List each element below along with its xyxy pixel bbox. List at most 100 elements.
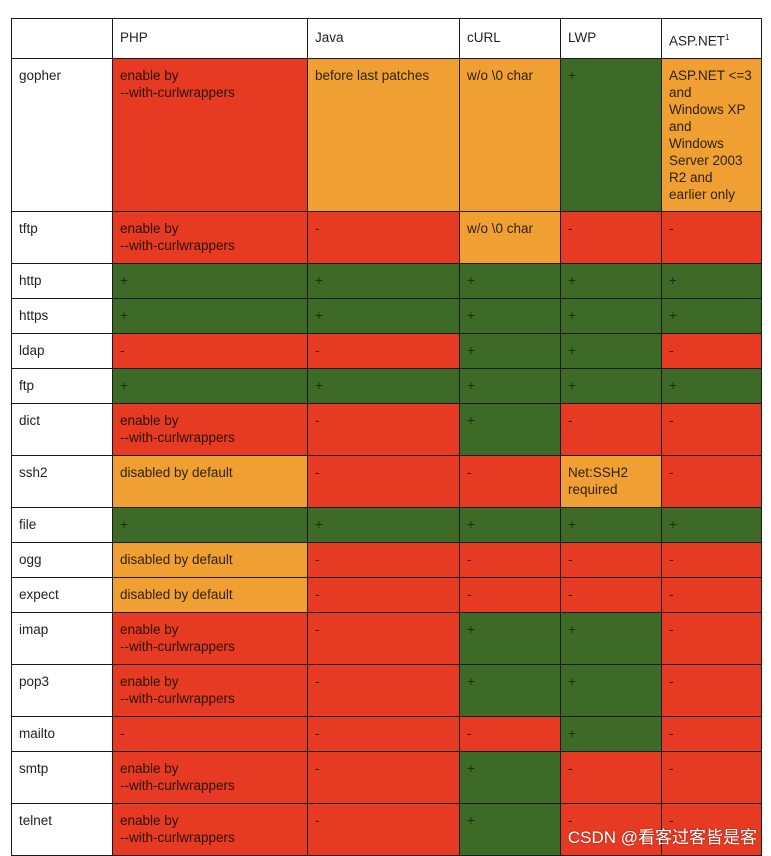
- cell-ftp-java: +: [307, 367, 460, 404]
- cell-pop3-curl: +: [459, 663, 561, 717]
- cell-ssh2-curl: -: [459, 454, 561, 508]
- cell-ogg-lwp: -: [560, 541, 662, 578]
- cell-gopher-php: enable by --with-curlwrappers: [112, 57, 308, 212]
- cell-file-aspnet: +: [661, 506, 762, 543]
- cell-http-aspnet: +: [661, 262, 762, 299]
- cell-file-lwp: +: [560, 506, 662, 543]
- cell-gopher-aspnet: ASP.NET <=3 and Windows XP and Windows S…: [661, 57, 762, 212]
- row-label-smtp: smtp: [11, 750, 113, 804]
- cell-http-curl: +: [459, 262, 561, 299]
- table-row-ftp: ftp + + + + +: [11, 367, 762, 404]
- table-row-gopher: gopher enable by --with-curlwrappers befor…: [11, 57, 762, 212]
- corner-cell: [11, 18, 113, 59]
- cell-tftp-java: -: [307, 210, 460, 264]
- cell-ssh2-java: -: [307, 454, 460, 508]
- cell-https-aspnet: +: [661, 297, 762, 334]
- cell-mailto-php: -: [112, 715, 308, 752]
- row-label-http: http: [11, 262, 113, 299]
- table-row-imap: imap enable by --with-curlwrappers - + + -: [11, 611, 762, 665]
- table-row-file: file + + + + +: [11, 506, 762, 543]
- cell-tftp-curl: w/o \0 char: [459, 210, 561, 264]
- table-row-mailto: mailto - - - + -: [11, 715, 762, 752]
- table-row-telnet: telnet enable by --with-curlwrappers - + - -: [11, 802, 762, 856]
- cell-dict-aspnet: -: [661, 402, 762, 456]
- header-row: PHP Java cURL LWP ASP.NET1: [11, 18, 762, 59]
- table-row-https: https + + + + +: [11, 297, 762, 334]
- cell-smtp-lwp: -: [560, 750, 662, 804]
- row-label-pop3: pop3: [11, 663, 113, 717]
- cell-smtp-php: enable by --with-curlwrappers: [112, 750, 308, 804]
- table-row-dict: dict enable by --with-curlwrappers - + - -: [11, 402, 762, 456]
- cell-http-php: +: [112, 262, 308, 299]
- cell-file-java: +: [307, 506, 460, 543]
- cell-mailto-aspnet: -: [661, 715, 762, 752]
- cell-gopher-curl: w/o \0 char: [459, 57, 561, 212]
- row-label-file: file: [11, 506, 113, 543]
- cell-imap-java: -: [307, 611, 460, 665]
- row-label-imap: imap: [11, 611, 113, 665]
- cell-dict-curl: +: [459, 402, 561, 456]
- cell-telnet-curl: +: [459, 802, 561, 856]
- footnote-mark: 1: [725, 33, 730, 42]
- cell-smtp-curl: +: [459, 750, 561, 804]
- cell-pop3-lwp: +: [560, 663, 662, 717]
- cell-ogg-java: -: [307, 541, 460, 578]
- cell-ftp-curl: +: [459, 367, 561, 404]
- row-label-ogg: ogg: [11, 541, 113, 578]
- cell-ogg-aspnet: -: [661, 541, 762, 578]
- cell-ldap-curl: +: [459, 332, 561, 369]
- table-row-ldap: ldap - - + + -: [11, 332, 762, 369]
- table-row-smtp: smtp enable by --with-curlwrappers - + - -: [11, 750, 762, 804]
- row-label-expect: expect: [11, 576, 113, 613]
- cell-https-curl: +: [459, 297, 561, 334]
- row-label-ssh2: ssh2: [11, 454, 113, 508]
- cell-tftp-aspnet: -: [661, 210, 762, 264]
- cell-ldap-aspnet: -: [661, 332, 762, 369]
- table-row-expect: expect disabled by default - - - -: [11, 576, 762, 613]
- cell-tftp-php: enable by --with-curlwrappers: [112, 210, 308, 264]
- cell-mailto-java: -: [307, 715, 460, 752]
- cell-imap-curl: +: [459, 611, 561, 665]
- cell-dict-lwp: -: [560, 402, 662, 456]
- cell-smtp-aspnet: -: [661, 750, 762, 804]
- cell-ssh2-aspnet: -: [661, 454, 762, 508]
- row-label-ldap: ldap: [11, 332, 113, 369]
- cell-imap-aspnet: -: [661, 611, 762, 665]
- cell-ftp-aspnet: +: [661, 367, 762, 404]
- cell-file-php: +: [112, 506, 308, 543]
- cell-dict-php: enable by --with-curlwrappers: [112, 402, 308, 456]
- cell-ssh2-lwp: Net:SSH2 required: [560, 454, 662, 508]
- column-header-aspnet-label: ASP.NET: [669, 33, 726, 49]
- cell-https-php: +: [112, 297, 308, 334]
- cell-pop3-java: -: [307, 663, 460, 717]
- cell-telnet-aspnet: -: [661, 802, 762, 856]
- cell-ftp-lwp: +: [560, 367, 662, 404]
- cell-http-lwp: +: [560, 262, 662, 299]
- cell-http-java: +: [307, 262, 460, 299]
- cell-ldap-lwp: +: [560, 332, 662, 369]
- row-label-tftp: tftp: [11, 210, 113, 264]
- cell-imap-php: enable by --with-curlwrappers: [112, 611, 308, 665]
- cell-gopher-java: before last patches: [307, 57, 460, 212]
- cell-telnet-php: enable by --with-curlwrappers: [112, 802, 308, 856]
- cell-pop3-aspnet: -: [661, 663, 762, 717]
- cell-mailto-lwp: +: [560, 715, 662, 752]
- cell-telnet-java: -: [307, 802, 460, 856]
- protocol-support-table: PHP Java cURL LWP ASP.NET1 gopher enable …: [11, 18, 762, 856]
- cell-mailto-curl: -: [459, 715, 561, 752]
- cell-ldap-java: -: [307, 332, 460, 369]
- cell-https-java: +: [307, 297, 460, 334]
- cell-expect-php: disabled by default: [112, 576, 308, 613]
- table-row-tftp: tftp enable by --with-curlwrappers - w/o \0…: [11, 210, 762, 264]
- cell-expect-aspnet: -: [661, 576, 762, 613]
- cell-dict-java: -: [307, 402, 460, 456]
- cell-expect-curl: -: [459, 576, 561, 613]
- table-row-pop3: pop3 enable by --with-curlwrappers - + + -: [11, 663, 762, 717]
- cell-expect-lwp: -: [560, 576, 662, 613]
- cell-ftp-php: +: [112, 367, 308, 404]
- cell-file-curl: +: [459, 506, 561, 543]
- table-row-ogg: ogg disabled by default - - - -: [11, 541, 762, 578]
- cell-imap-lwp: +: [560, 611, 662, 665]
- cell-ogg-curl: -: [459, 541, 561, 578]
- table-row-ssh2: ssh2 disabled by default - - Net:SSH2 requir…: [11, 454, 762, 508]
